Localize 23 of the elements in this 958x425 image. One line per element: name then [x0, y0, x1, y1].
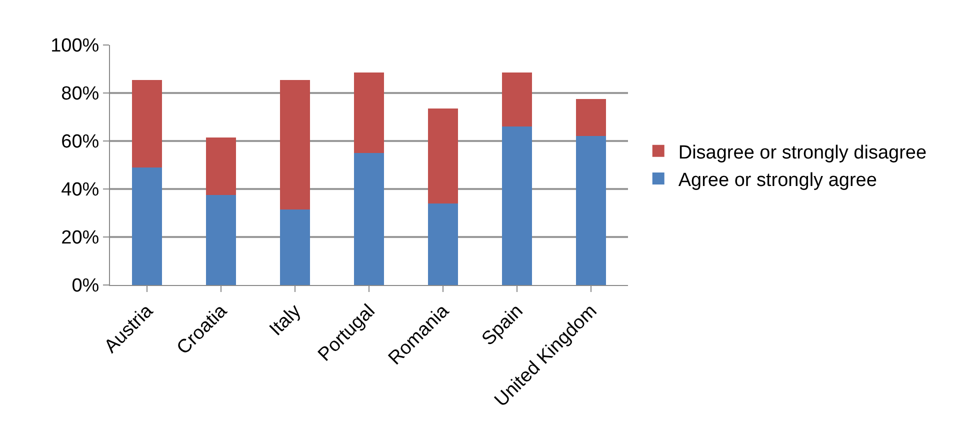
legend-label: Agree or strongly agree: [678, 170, 877, 191]
bar: [280, 209, 310, 285]
y-tick-label: 0%: [72, 276, 100, 297]
y-tick-label: 40%: [61, 180, 100, 201]
y-tick-label: 20%: [61, 228, 100, 249]
bar: [206, 137, 236, 195]
bar: [132, 80, 162, 168]
bar: [280, 80, 310, 210]
y-tick-label: 60%: [61, 132, 100, 153]
bar: [132, 167, 162, 285]
bar: [576, 99, 606, 136]
bar: [354, 72, 384, 153]
bar: [576, 136, 606, 285]
legend-label: Disagree or strongly disagree: [678, 142, 927, 164]
bar: [428, 108, 458, 204]
bar: [428, 203, 458, 285]
bar: [502, 72, 532, 127]
bar: [354, 153, 384, 285]
bar: [206, 195, 236, 285]
x-tick-label: Italy: [266, 300, 306, 340]
y-tick-label: 100%: [50, 36, 100, 57]
y-tick-label: 80%: [61, 84, 100, 105]
bar: [502, 126, 532, 285]
